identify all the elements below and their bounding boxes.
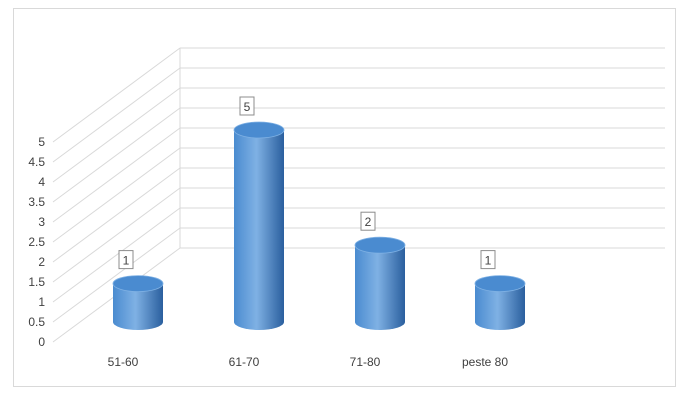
bar-top bbox=[112, 275, 164, 293]
bar-top bbox=[354, 236, 406, 254]
gridline-side bbox=[52, 167, 181, 263]
data-label-box bbox=[118, 250, 134, 270]
data-label-box bbox=[480, 250, 496, 270]
gridline-side bbox=[52, 107, 181, 203]
gridline-side bbox=[52, 187, 181, 283]
data-label-text: 1 bbox=[123, 254, 130, 268]
gridline-side bbox=[52, 147, 181, 243]
bar-61-70 bbox=[233, 121, 285, 330]
bars bbox=[112, 121, 526, 330]
bar-body bbox=[475, 283, 525, 330]
data-label-box bbox=[239, 96, 255, 116]
x-tick-label: 51-60 bbox=[108, 355, 139, 369]
data-label: 2 bbox=[360, 211, 376, 231]
x-tick-label: 71-80 bbox=[350, 355, 381, 369]
bar-top bbox=[474, 275, 526, 293]
bar-body bbox=[355, 245, 405, 330]
data-label-text: 1 bbox=[485, 254, 492, 268]
gridline-side bbox=[52, 227, 181, 323]
data-label: 1 bbox=[480, 250, 496, 270]
bar-top bbox=[233, 121, 285, 139]
gridline-side bbox=[52, 67, 181, 163]
gridline-side bbox=[52, 87, 181, 183]
data-label-text: 5 bbox=[244, 100, 251, 114]
y-tick-label: 5 bbox=[38, 135, 45, 149]
y-tick-label: 0.5 bbox=[28, 315, 45, 329]
data-label-text: 2 bbox=[365, 215, 372, 229]
bar-body bbox=[234, 130, 284, 330]
gridline-side bbox=[52, 207, 181, 303]
y-tick-label: 0 bbox=[38, 335, 45, 349]
x-tick-label: peste 80 bbox=[462, 355, 508, 369]
y-tick-label: 2.5 bbox=[28, 235, 45, 249]
y-axis-ticks: 0 0.5 1 1.5 2 2.5 3 3.5 4 4.5 5 bbox=[28, 135, 45, 349]
x-tick-label: 61-70 bbox=[229, 355, 260, 369]
y-tick-label: 4 bbox=[38, 175, 45, 189]
y-tick-label: 2 bbox=[38, 255, 45, 269]
y-tick-label: 1 bbox=[38, 295, 45, 309]
bar-51-60 bbox=[112, 275, 164, 330]
x-axis-ticks: 51-60 61-70 71-80 peste 80 bbox=[108, 355, 509, 369]
y-tick-label: 3 bbox=[38, 215, 45, 229]
bar-peste 80 bbox=[474, 275, 526, 330]
data-label: 5 bbox=[239, 96, 255, 116]
y-tick-label: 1.5 bbox=[28, 275, 45, 289]
data-label-box bbox=[360, 211, 376, 231]
bar-71-80 bbox=[354, 236, 406, 330]
y-tick-label: 4.5 bbox=[28, 155, 45, 169]
gridline-side bbox=[52, 127, 181, 223]
gridline-side bbox=[52, 47, 181, 143]
y-tick-label: 3.5 bbox=[28, 195, 45, 209]
data-label: 1 bbox=[118, 250, 134, 270]
bar-body bbox=[113, 283, 163, 330]
